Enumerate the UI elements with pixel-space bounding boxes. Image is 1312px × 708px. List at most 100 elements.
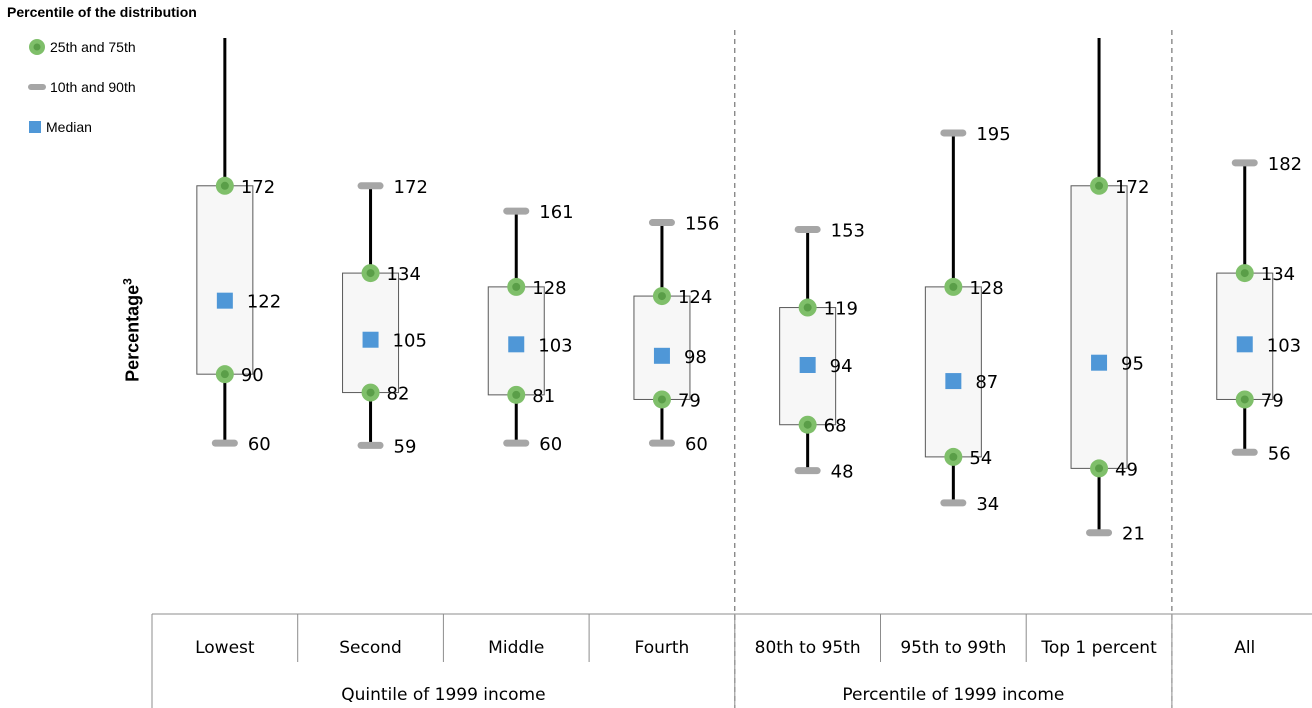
quartile-marker-dot-p25 [949,452,958,461]
quartile-marker-dot-p25 [657,395,666,404]
category-label: Fourth [635,638,690,658]
legend-label-median: Median [46,119,92,135]
quartile-label-p25: 81 [532,386,555,407]
quartile-marker-dot-p25 [1240,395,1249,404]
decile-label-p10: 60 [539,434,562,455]
category-label: Second [339,638,402,658]
decile-label-p90: 161 [539,202,573,223]
quartile-marker-dot-p75 [803,303,812,312]
legend-label-deciles: 10th and 90th [50,79,136,95]
decile-marker-p10 [648,439,675,447]
decile-label-p90: 182 [1268,154,1302,175]
y-axis-label-superscript: 3 [120,278,135,285]
quartile-label-p75: 134 [1261,264,1295,285]
quartile-marker-dot-p75 [1095,181,1104,190]
decile-marker-p90 [940,129,967,137]
decile-label-p10: 60 [685,434,708,455]
decile-marker-p10 [794,467,821,475]
decile-marker-p90 [1231,159,1258,167]
decile-label-p10: 60 [248,434,271,455]
quartile-marker-dot-p25 [366,388,375,397]
decile-marker-p90 [503,207,530,215]
decile-label-p90: 195 [976,124,1010,145]
quartile-label-p25: 54 [969,448,992,469]
decile-label-p10: 48 [831,462,854,483]
median-marker [799,356,816,373]
legend-square-icon [29,121,41,133]
median-label: 103 [1267,335,1301,356]
quartile-label-p75: 172 [1115,177,1149,198]
decile-marker-p10 [1086,529,1113,537]
quartile-label-p25: 79 [1261,390,1284,411]
decile-label-p90: 153 [831,220,865,241]
quartile-marker-dot-p75 [366,269,375,278]
legend-circle-icon [29,39,45,55]
iqr-box [1216,272,1274,400]
quartile-label-p75: 124 [678,287,712,308]
category-label: Lowest [195,638,255,658]
median-marker [362,331,379,348]
quartile-label-p25: 68 [824,416,847,437]
median-marker [653,347,670,364]
quartile-label-p75: 128 [532,278,566,299]
decile-label-p10: 59 [394,436,417,457]
decile-label-p10: 56 [1268,443,1291,464]
iqr-box [196,185,254,375]
quartile-marker-dot-p75 [1240,269,1249,278]
median-label: 122 [247,292,281,313]
decile-marker-p10 [211,439,238,447]
decile-marker-p10 [357,441,384,449]
decile-marker-p10 [503,439,530,447]
median-label: 94 [830,356,853,377]
quartile-marker-dot-p25 [1095,464,1104,473]
quartile-label-p75: 119 [824,299,858,320]
legend-item-deciles: 10th and 90th [28,79,136,95]
y-axis-label-text: Percentage [122,284,143,382]
iqr-box [633,295,691,400]
median-marker [508,336,525,353]
quartile-marker-dot-p75 [512,282,521,291]
decile-marker-p10 [1231,448,1258,456]
category-label: Top 1 percent [1040,638,1157,658]
quartile-marker-dot-p75 [949,282,958,291]
quartile-label-p25: 79 [678,390,701,411]
decile-marker-p90 [794,225,821,233]
median-label: 87 [975,372,998,393]
iqr-box [1070,185,1128,469]
quartile-label-p25: 82 [387,384,410,405]
category-label: Middle [488,638,544,658]
decile-marker-p90 [648,219,675,227]
median-marker [216,292,233,309]
legend-title: Percentile of the distribution [7,4,197,20]
decile-label-p10: 21 [1122,524,1145,545]
median-label: 103 [538,335,572,356]
decile-label-p10: 34 [976,494,999,515]
legend-item-quartiles: 25th and 75th [28,38,136,56]
legend-label-quartiles: 25th and 75th [50,39,136,55]
median-marker [1091,354,1108,371]
legend-dash-icon [28,84,46,90]
legend-item-median: Median [28,119,92,135]
group-label: Percentile of 1999 income [842,685,1064,705]
decile-label-p90: 172 [394,177,428,198]
category-label: 80th to 95th [755,638,861,658]
decile-label-p90: 156 [685,214,719,235]
quartile-label-p25: 90 [241,365,264,386]
iqr-box [924,286,982,458]
decile-marker-p10 [940,499,967,507]
quartile-label-p25: 49 [1115,459,1138,480]
quartile-marker-dot-p25 [512,390,521,399]
quartile-marker-dot-p25 [803,420,812,429]
quartile-marker-dot-p75 [657,292,666,301]
median-marker [945,373,962,390]
quartile-marker-dot-p25 [220,370,229,379]
category-label: 95th to 99th [900,638,1006,658]
median-marker [1236,336,1253,353]
group-label: Quintile of 1999 income [341,685,545,705]
category-label: All [1234,638,1255,658]
y-axis-label: Percentage3 [121,278,144,382]
quartile-label-p75: 172 [241,177,275,198]
median-label: 95 [1121,354,1144,375]
quartile-label-p75: 134 [387,264,421,285]
